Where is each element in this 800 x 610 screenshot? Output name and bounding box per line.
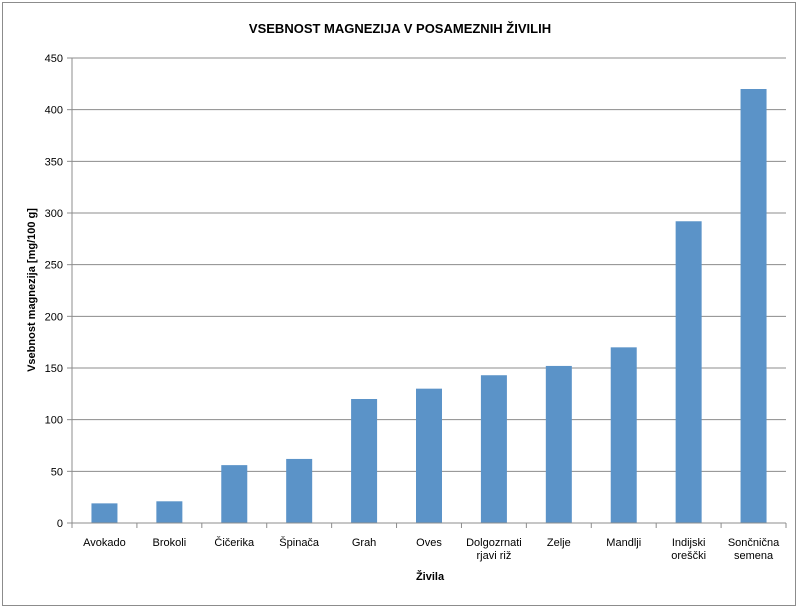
x-tick-label-line: Špinača [279, 536, 320, 549]
y-tick-label: 350 [45, 156, 63, 168]
y-tick-label: 400 [45, 105, 63, 117]
bar [156, 501, 183, 523]
bar [675, 221, 702, 523]
x-tick-label-line: Oves [416, 537, 442, 549]
chart-title: VSEBNOST MAGNEZIJA V POSAMEZNIH ŽIVILIH [249, 21, 551, 36]
bar [286, 458, 313, 523]
x-tick-label-line: Zelje [547, 537, 571, 549]
y-axis-label: Vsebnost magnezija [mg/100 g] [26, 208, 38, 372]
bars [91, 89, 767, 523]
bar [221, 465, 248, 523]
x-tick-label: Dolgozrnati rjavi riž [466, 537, 522, 562]
x-tick-label-line: Mandlji [606, 537, 641, 549]
x-tick-label-line: Avokado [83, 537, 126, 549]
x-tick-label: Oves [416, 537, 442, 549]
x-tick-label: Zelje [547, 537, 571, 549]
x-tick-label-line: Indijski [672, 537, 706, 549]
bar [545, 365, 572, 523]
bar [740, 89, 767, 523]
x-tick-label-line: Čičerika [214, 536, 255, 549]
x-axis-ticks: Avokado Brokoli Čičerika Špinača Grah Oves Dol… [71, 523, 787, 562]
gridlines [72, 57, 786, 472]
y-tick-label: 150 [45, 363, 63, 375]
x-tick-label: Čičerika [214, 536, 255, 549]
bar [480, 375, 507, 523]
bar [91, 503, 118, 523]
x-tick-label-line: oreščki [671, 550, 706, 562]
bar [351, 399, 378, 523]
x-tick-label-line: Dolgozrnati [466, 537, 522, 549]
x-tick-label: Sončnična semena [728, 537, 780, 562]
x-tick-label: Avokado [83, 537, 126, 549]
x-tick-label: Mandlji [606, 537, 641, 549]
bar [610, 347, 637, 523]
x-axis-label: Živila [416, 570, 445, 583]
x-tick-label: Indijski oreščki [671, 537, 706, 562]
x-tick-label-line: Sončnična [728, 537, 780, 549]
x-tick-label-line: rjavi riž [476, 550, 511, 562]
y-tick-label: 50 [51, 466, 63, 478]
x-tick-label: Brokoli [153, 537, 187, 549]
x-tick-label: Špinača [279, 536, 320, 549]
x-tick-label-line: Grah [352, 537, 376, 549]
x-tick-label-line: Brokoli [153, 537, 187, 549]
y-tick-label: 300 [45, 208, 63, 220]
x-tick-label: Grah [352, 537, 376, 549]
x-tick-label-line: semena [734, 550, 774, 562]
y-tick-label: 100 [45, 415, 63, 427]
y-tick-label: 250 [45, 260, 63, 272]
y-tick-label: 0 [57, 518, 63, 530]
y-tick-label: 200 [45, 311, 63, 323]
y-axis-ticks: 0 50 100 150 200 250 300 350 400 450 [45, 53, 72, 530]
bar [416, 388, 442, 523]
y-tick-label: 450 [45, 53, 63, 65]
axes [71, 58, 786, 524]
